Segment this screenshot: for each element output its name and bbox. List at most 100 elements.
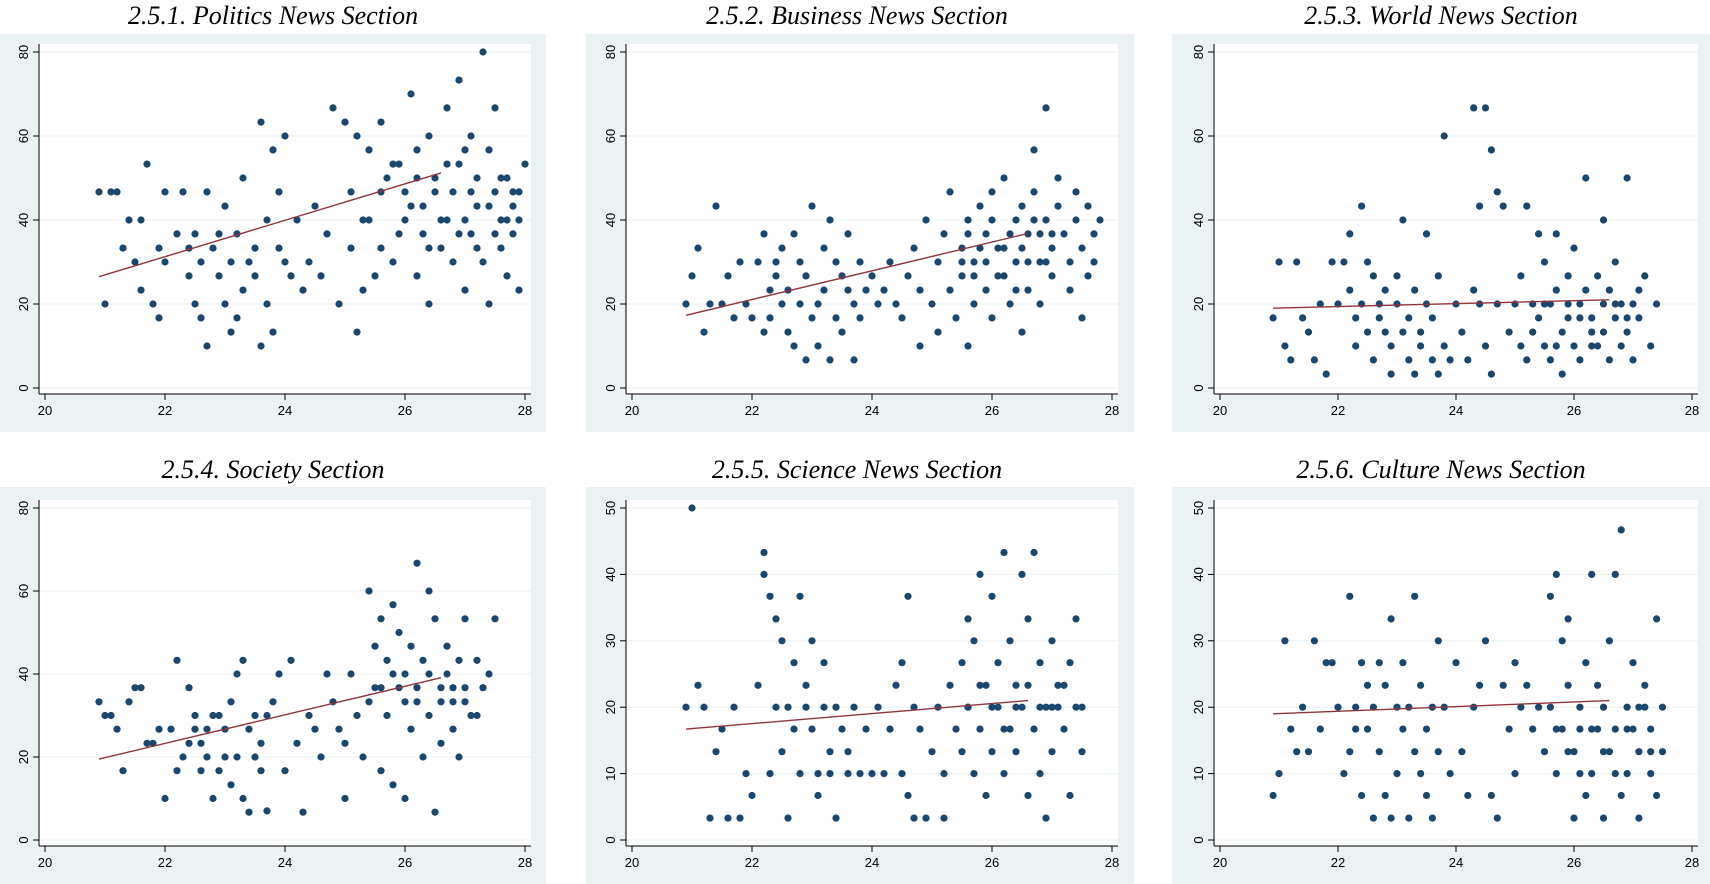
y-tick-label: 0: [16, 836, 31, 843]
data-point: [1440, 342, 1448, 350]
data-point: [1599, 814, 1608, 822]
data-point: [1535, 230, 1543, 238]
plot-area: [626, 500, 1118, 846]
data-point: [143, 160, 151, 168]
data-point: [1060, 681, 1068, 689]
data-point: [1393, 770, 1401, 778]
data-point: [413, 559, 421, 567]
data-point: [1546, 592, 1554, 600]
data-point: [892, 681, 900, 689]
data-point: [1605, 286, 1613, 294]
data-point: [886, 725, 894, 733]
data-point: [1346, 592, 1354, 600]
data-point: [1072, 615, 1080, 623]
y-tick-label: 50: [1191, 501, 1206, 515]
y-tick-label: 30: [603, 634, 618, 648]
data-point: [1078, 244, 1086, 252]
data-point: [1540, 258, 1549, 266]
data-point: [341, 739, 349, 747]
data-point: [1605, 356, 1613, 364]
data-point: [796, 770, 804, 778]
data-point: [437, 698, 445, 706]
data-point: [1000, 174, 1008, 182]
data-point: [1594, 681, 1602, 689]
data-point: [760, 230, 768, 238]
data-point: [1036, 300, 1044, 308]
data-point: [1564, 681, 1572, 689]
data-point: [1653, 615, 1661, 623]
data-point: [509, 230, 517, 238]
x-tick-label: 26: [985, 403, 999, 418]
data-point: [251, 753, 259, 761]
data-point: [796, 592, 804, 600]
data-point: [515, 188, 523, 196]
data-point: [251, 711, 259, 720]
data-point: [934, 328, 942, 336]
data-point: [1405, 814, 1413, 822]
data-point: [1588, 570, 1596, 578]
data-point: [377, 684, 385, 692]
data-point: [826, 216, 834, 224]
data-point: [1588, 770, 1596, 778]
data-point: [1623, 725, 1631, 733]
data-point: [113, 725, 121, 733]
data-point: [694, 681, 702, 689]
data-point: [802, 681, 810, 689]
data-point: [904, 791, 912, 800]
data-point: [1564, 615, 1572, 623]
data-point: [1487, 370, 1495, 378]
data-point: [245, 808, 253, 816]
data-point: [1523, 356, 1531, 364]
data-point: [149, 300, 157, 308]
data-point: [1399, 659, 1407, 667]
data-point: [413, 684, 421, 692]
data-point: [245, 258, 253, 266]
data-point: [263, 216, 271, 224]
data-point: [251, 272, 259, 280]
data-point: [227, 698, 235, 706]
data-point: [1000, 725, 1008, 733]
data-point: [449, 698, 457, 706]
data-point: [1446, 770, 1454, 778]
data-point: [1470, 703, 1478, 711]
data-point: [419, 202, 427, 210]
data-point: [221, 753, 229, 761]
data-point: [1588, 314, 1596, 322]
data-point: [856, 314, 864, 322]
data-point: [359, 286, 367, 294]
x-tick-label: 26: [1567, 855, 1581, 870]
data-point: [766, 314, 774, 322]
data-point: [1358, 202, 1366, 210]
data-point: [988, 703, 996, 711]
data-point: [287, 656, 295, 664]
data-point: [1641, 272, 1649, 280]
data-point: [389, 601, 397, 609]
data-point: [1340, 258, 1348, 266]
data-point: [1375, 314, 1383, 322]
data-point: [1623, 314, 1631, 322]
data-point: [712, 202, 720, 210]
data-point: [964, 615, 972, 623]
data-point: [820, 244, 828, 252]
data-point: [982, 258, 990, 266]
data-point: [281, 258, 289, 266]
data-point: [1535, 314, 1543, 322]
data-point: [1476, 681, 1484, 689]
x-tick-label: 20: [1213, 855, 1227, 870]
data-point: [491, 104, 499, 112]
data-point: [898, 659, 906, 667]
data-point: [521, 160, 529, 168]
data-point: [1635, 286, 1643, 294]
data-point: [1096, 216, 1104, 224]
data-point: [1411, 286, 1419, 294]
data-point: [425, 711, 433, 720]
data-point: [1658, 748, 1667, 756]
data-point: [796, 258, 804, 266]
data-point: [1078, 748, 1086, 756]
data-point: [341, 794, 349, 803]
data-point: [1405, 314, 1413, 322]
data-point: [1399, 725, 1407, 733]
data-point: [880, 770, 888, 778]
data-point: [1369, 356, 1377, 364]
data-point: [928, 300, 936, 308]
